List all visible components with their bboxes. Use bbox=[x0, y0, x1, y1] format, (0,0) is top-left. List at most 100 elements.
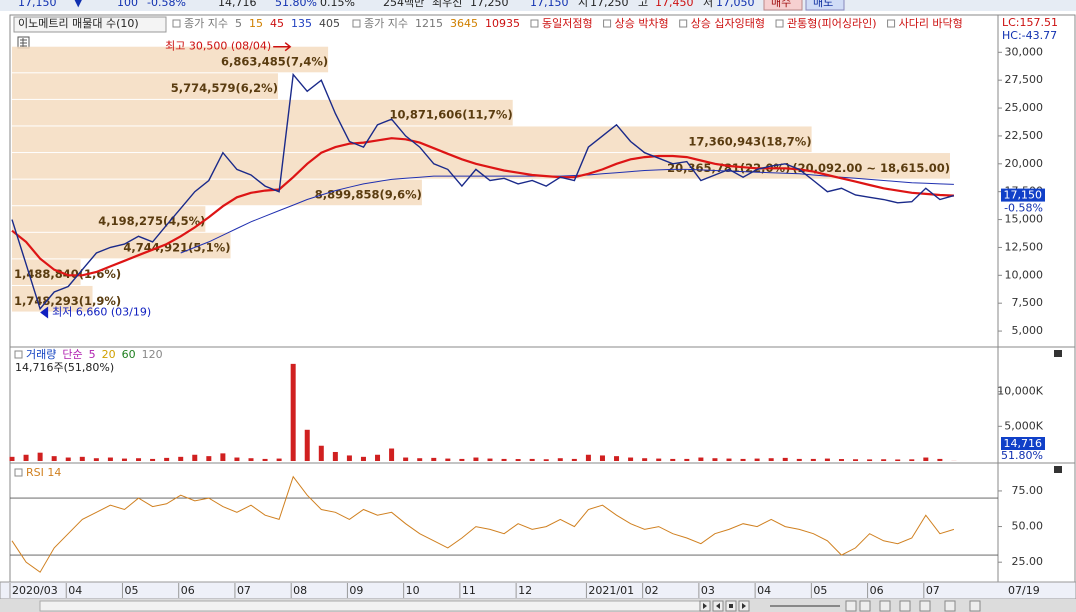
volume-bar bbox=[543, 459, 549, 461]
legend-item: 상승 십자잉태형 bbox=[691, 17, 765, 30]
volume-bar bbox=[318, 445, 324, 461]
legend-marker bbox=[352, 19, 361, 28]
x-tick-label: 06 bbox=[181, 584, 195, 597]
volume-bar bbox=[599, 455, 605, 461]
buy-label[interactable]: 매수 bbox=[771, 0, 791, 9]
open-label: 시 bbox=[578, 0, 588, 9]
buy-button[interactable] bbox=[763, 0, 803, 11]
volume-bar bbox=[515, 459, 521, 461]
volume-bar bbox=[220, 453, 226, 461]
volume-bar bbox=[824, 458, 830, 461]
volume-profile-label: 20,365,781(22,0%) bbox=[667, 161, 790, 175]
y-tick-label: 10,000K bbox=[997, 385, 1043, 398]
amount: 254백만 bbox=[383, 0, 424, 9]
y-tick-label: 27,500 bbox=[1005, 73, 1044, 86]
volume-bar bbox=[23, 454, 29, 461]
volume-bar bbox=[403, 457, 409, 461]
volume-bar bbox=[431, 457, 437, 461]
x-tick-label: 07 bbox=[926, 584, 940, 597]
x-tick-label: 08 bbox=[293, 584, 307, 597]
volume-bar bbox=[501, 458, 507, 461]
change: 100 bbox=[117, 0, 138, 9]
x-tick-label: 02 bbox=[645, 584, 659, 597]
annotation: 최저 6,660 (03/19) bbox=[52, 306, 151, 319]
volume-bar bbox=[937, 458, 943, 461]
volume-profile-bar bbox=[12, 206, 206, 232]
last-price-box bbox=[1001, 188, 1045, 202]
volume-bar bbox=[712, 458, 718, 461]
bid: 17,150 bbox=[530, 0, 569, 9]
annotation: 최고 30,500 (08/04) bbox=[165, 40, 271, 53]
volume-bar bbox=[726, 458, 732, 461]
peak-range-label: (20,092.00 ~ 18,615.00) bbox=[792, 161, 950, 175]
legend-marker bbox=[530, 19, 539, 28]
series-line bbox=[11, 475, 955, 573]
y-tick-label: 25,000 bbox=[1005, 101, 1044, 114]
legend-item: 종가 지수 bbox=[364, 17, 408, 30]
volume-bar bbox=[234, 457, 240, 461]
volume-bar bbox=[65, 457, 71, 461]
volume-bar bbox=[585, 454, 591, 461]
volume-profile-label: 1,748,293(1,9%) bbox=[14, 294, 121, 308]
volume-bar bbox=[923, 457, 929, 461]
header-bar bbox=[0, 0, 1076, 11]
legend-title-box bbox=[13, 16, 167, 33]
y-tick-label: 20,000 bbox=[1005, 157, 1044, 170]
volume-profile-label: 10,871,606(11,7%) bbox=[390, 108, 513, 122]
volume-bar bbox=[164, 457, 170, 461]
volume-bar bbox=[304, 429, 310, 461]
panel-button[interactable] bbox=[1054, 466, 1062, 473]
low-label: 저 bbox=[703, 0, 713, 9]
scroll-track[interactable] bbox=[39, 600, 701, 612]
volume-bar bbox=[810, 458, 816, 461]
y-tick-label: 75.00 bbox=[1012, 484, 1044, 497]
x-tick-label: 05 bbox=[124, 584, 138, 597]
panel-title: RSI 14 bbox=[26, 466, 61, 479]
volume-bar bbox=[375, 454, 381, 461]
volume-profile-bar bbox=[12, 232, 231, 259]
x-tick-label: 11 bbox=[462, 584, 476, 597]
legend-item: 120 bbox=[142, 348, 163, 361]
sell-button[interactable] bbox=[805, 0, 845, 11]
legend-item: 거래량 bbox=[26, 348, 56, 361]
panel-button[interactable] bbox=[1054, 350, 1062, 357]
legend-item: 종가 지수 bbox=[184, 17, 228, 30]
volume-bar bbox=[360, 456, 366, 461]
last-change: -0.58% bbox=[1004, 202, 1043, 215]
series-line bbox=[11, 72, 955, 311]
x-tick-label: 03 bbox=[701, 584, 715, 597]
legend-item: 단순 bbox=[62, 348, 82, 361]
y-tick-label: 15,000 bbox=[1005, 213, 1044, 226]
volume-profile-bar bbox=[12, 46, 329, 73]
axis-frame bbox=[997, 14, 1076, 583]
legend-item: 상승 박차형 bbox=[615, 17, 669, 30]
legend-item: 10935 bbox=[485, 17, 520, 30]
last-volume-pct: 51.80% bbox=[1001, 449, 1043, 462]
volume-pct: 51.80% bbox=[275, 0, 317, 9]
last-volume-box bbox=[1001, 437, 1045, 450]
x-tick-label: 2021/01 bbox=[588, 584, 634, 597]
sell-label[interactable]: 매도 bbox=[813, 0, 833, 9]
legend-item: 20 bbox=[102, 348, 116, 361]
volume-bar bbox=[571, 458, 577, 461]
y-tick-label: 50.00 bbox=[1012, 520, 1044, 533]
legend-item: 45 bbox=[270, 17, 284, 30]
volume-profile-label: 4,744,921(5,1%) bbox=[123, 241, 230, 255]
best-label: 최우선 bbox=[432, 0, 462, 9]
volume-profile-bar bbox=[12, 73, 278, 99]
x-tick-label: 10 bbox=[406, 584, 420, 597]
legend-marker bbox=[775, 19, 784, 28]
scroll-controls[interactable] bbox=[699, 600, 981, 612]
volume-bar bbox=[459, 458, 465, 461]
annotation-arrow bbox=[273, 42, 292, 52]
open: 17,250 bbox=[590, 0, 629, 9]
volume-bar bbox=[192, 454, 198, 461]
volume-bar bbox=[445, 458, 451, 461]
volume-bar bbox=[37, 452, 43, 461]
volume-bar bbox=[557, 458, 563, 461]
high-label: 고 bbox=[638, 0, 648, 9]
volume-bar bbox=[881, 459, 887, 461]
lc-label: LC:157.51 bbox=[1002, 16, 1058, 29]
volume-bar bbox=[417, 458, 423, 461]
